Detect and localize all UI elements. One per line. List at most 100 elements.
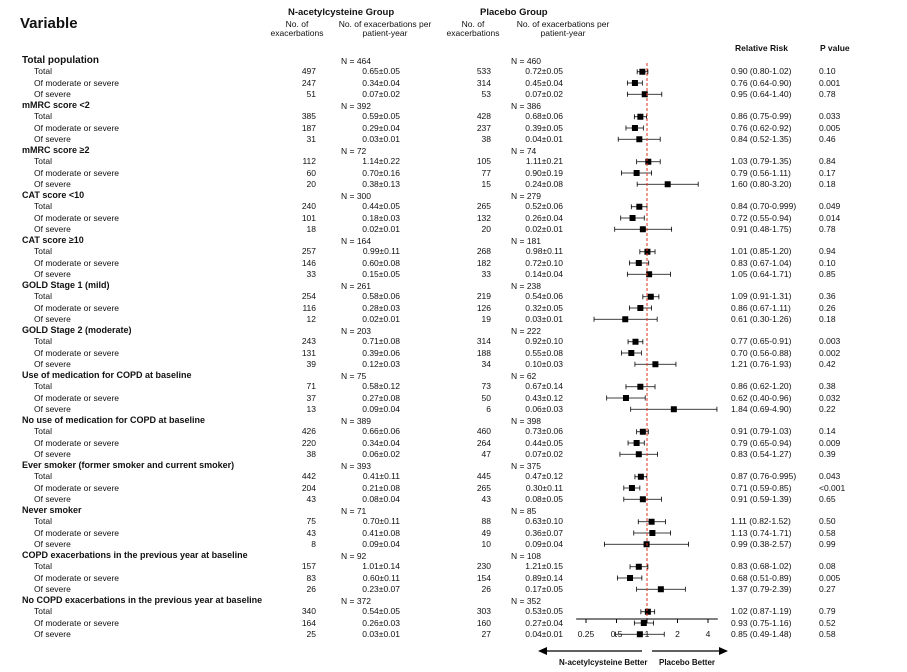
point-estimate-marker (628, 350, 635, 356)
nac-rate-cell: 0.41±0.08 (362, 527, 400, 538)
point-estimate-marker (635, 563, 642, 570)
relative-risk-cell: 0.87 (0.76-0.995) (731, 471, 797, 482)
relative-risk-cell: 0.72 (0.55-0.94) (731, 212, 792, 223)
point-estimate-marker (639, 428, 646, 435)
point-estimate-marker (664, 181, 671, 188)
p-value-cell: 0.005 (819, 122, 841, 133)
relative-risk-cell: 1.03 (0.79-1.35) (731, 156, 792, 167)
nac-rate-cell: 0.34±0.04 (362, 437, 400, 448)
point-estimate-marker (629, 215, 636, 221)
row-label: Of severe (34, 493, 71, 504)
nac-count-cell: 18 (306, 223, 316, 234)
placebo-rate-cell: 0.55±0.08 (525, 347, 563, 358)
row-label: Total (34, 156, 52, 167)
nac-rate-cell: 1.14±0.22 (362, 156, 400, 167)
placebo-rate-cell: 0.67±0.14 (525, 381, 563, 392)
p-value-header: P value (820, 43, 850, 53)
p-value-cell: 0.36 (819, 291, 836, 302)
placebo-rate-cell: 0.53±0.05 (525, 606, 563, 617)
nac-rate-cell: 0.66±0.06 (362, 426, 400, 437)
placebo-group-n: N = 108 (511, 551, 542, 561)
placebo-group-n: N = 62 (511, 371, 537, 381)
point-estimate-marker (639, 226, 646, 233)
p-value-cell: 0.39 (819, 448, 836, 459)
nac-rate-cell: 0.71±0.08 (362, 336, 400, 347)
nac-better-label: N-acetylcysteine Better (559, 658, 648, 667)
placebo-rate-cell: 0.06±0.03 (525, 403, 563, 414)
p-value-cell: 0.17 (819, 167, 836, 178)
point-estimate-marker (633, 440, 640, 446)
placebo-count-cell: 20 (481, 223, 491, 234)
nac-group-n: N = 393 (341, 461, 372, 471)
row-label: Of severe (34, 448, 71, 459)
p-value-cell: 0.049 (819, 201, 841, 212)
nac-rate-cell: 0.07±0.02 (362, 88, 400, 99)
placebo-rate-cell: 0.90±0.19 (525, 167, 563, 178)
nac-count-cell: 247 (301, 77, 316, 88)
p-value-cell: <0.001 (819, 482, 846, 493)
row-label: Of moderate or severe (34, 257, 120, 268)
row-label: Total (34, 201, 52, 212)
placebo-group-n: N = 279 (511, 191, 542, 201)
nac-count-cell: 75 (306, 516, 316, 527)
nac-rate-cell: 0.58±0.06 (362, 291, 400, 302)
point-estimate-marker (633, 170, 640, 176)
p-value-cell: 0.58 (819, 527, 836, 538)
p-value-cell: 0.18 (819, 178, 836, 189)
placebo-count-cell: 154 (476, 572, 491, 583)
group-title: Ever smoker (former smoker and current s… (22, 460, 235, 470)
placebo-rate-cell: 0.04±0.01 (525, 628, 563, 639)
nac-count-cell: 51 (306, 88, 316, 99)
nac-rate-header: No. of exacerbations per patient-year (338, 19, 432, 39)
relative-risk-cell: 0.86 (0.62-1.20) (731, 381, 792, 392)
nac-rate-cell: 0.60±0.11 (362, 572, 400, 583)
nac-count-cell: 43 (306, 527, 316, 538)
group-title: mMRC score <2 (22, 100, 90, 110)
relative-risk-cell: 1.11 (0.82-1.52) (731, 516, 791, 527)
relative-risk-cell: 0.84 (0.70-0.999) (731, 201, 797, 212)
relative-risk-cell: 1.21 (0.76-1.93) (731, 358, 792, 369)
x-tick-label: 0.5 (610, 629, 623, 639)
row-label: Of moderate or severe (34, 347, 120, 358)
placebo-count-cell: 105 (476, 156, 491, 167)
point-estimate-marker (632, 338, 639, 345)
nac-group-n: N = 392 (341, 101, 372, 111)
point-estimate-marker (652, 361, 659, 368)
placebo-rate-cell: 0.68±0.06 (525, 111, 563, 122)
row-label: Of moderate or severe (34, 122, 120, 133)
placebo-group-header: Placebo Group (480, 7, 548, 18)
p-value-cell: 0.42 (819, 358, 836, 369)
placebo-count-cell: 265 (476, 482, 491, 493)
p-value-cell: 0.94 (819, 246, 836, 257)
placebo-count-cell: 6 (486, 403, 491, 414)
nac-count-cell: 243 (301, 336, 316, 347)
nac-rate-cell: 0.02±0.01 (362, 313, 400, 324)
relative-risk-cell: 0.91 (0.48-1.75) (731, 223, 792, 234)
placebo-group-n: N = 74 (511, 146, 537, 156)
nac-rate-cell: 0.38±0.13 (362, 178, 400, 189)
placebo-rate-cell: 0.89±0.14 (525, 572, 563, 583)
group-title: No use of medication for COPD at baselin… (22, 415, 206, 425)
nac-rate-cell: 0.27±0.08 (362, 392, 400, 403)
row-label: Of severe (34, 268, 71, 279)
nac-count-cell: 31 (306, 133, 316, 144)
nac-count-cell: 20 (306, 178, 316, 189)
placebo-rate-cell: 0.04±0.01 (525, 133, 563, 144)
placebo-count-cell: 314 (476, 77, 491, 88)
row-label: Of severe (34, 313, 71, 324)
point-estimate-marker (622, 395, 629, 401)
placebo-rate-cell: 0.02±0.01 (525, 223, 563, 234)
point-estimate-marker (644, 608, 651, 615)
relative-risk-cell: 0.95 (0.64-1.40) (731, 88, 792, 99)
group-title: Total population (22, 55, 100, 66)
p-value-cell: 0.38 (819, 381, 836, 392)
group-title: COPD exacerbations in the previous year … (22, 550, 248, 560)
relative-risk-cell: 0.68 (0.51-0.89) (731, 572, 792, 583)
nac-rate-cell: 0.28±0.03 (362, 302, 400, 313)
row-label: Total (34, 381, 52, 392)
placebo-group-n: N = 181 (511, 236, 542, 246)
placebo-rate-cell: 0.43±0.12 (525, 392, 563, 403)
nac-count-cell: 340 (301, 606, 316, 617)
nac-count-cell: 83 (306, 572, 316, 583)
